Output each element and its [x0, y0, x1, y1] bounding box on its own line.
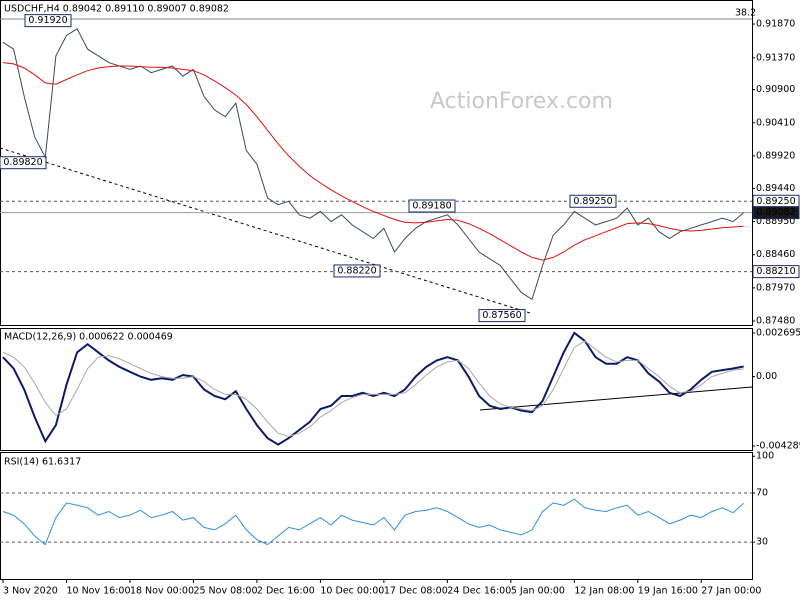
trend-line — [0, 147, 531, 314]
y-tick-label: 0.88950 — [756, 216, 795, 227]
y-tick-label: 0.90410 — [756, 117, 795, 128]
y-tick-label: 0.88460 — [756, 249, 795, 260]
series-line — [2, 498, 744, 546]
x-tick-label: 19 Jan 16:00 — [638, 586, 698, 597]
series-line — [2, 62, 744, 261]
price-annotation-box — [569, 194, 617, 208]
y-tick-label: 0.91370 — [756, 52, 795, 63]
x-tick-label: 5 Jan 00:00 — [511, 586, 565, 597]
current-price-label-box — [752, 206, 800, 220]
y-tick-label: -0.004289 — [756, 441, 800, 452]
x-tick-label: 24 Dec 16:00 — [447, 586, 511, 597]
price-annotation: 0.91920 — [28, 15, 67, 26]
rsi-title: RSI(14) 61.6317 — [4, 457, 81, 468]
rsi-panel — [0, 452, 753, 580]
price-annotation: 0.87560 — [482, 310, 521, 321]
y-tick-label: 100 — [756, 451, 774, 462]
current-price-label: 0.89082 — [756, 207, 795, 218]
macd-panel — [0, 328, 753, 451]
price-annotation: 0.88220 — [337, 265, 376, 276]
y-tick-label: 0.002695 — [756, 328, 800, 339]
y-tick-label: 30 — [756, 537, 768, 548]
x-tick-label: 2 Dec 16:00 — [257, 586, 315, 597]
watermark: ActionForex.com — [430, 89, 613, 114]
price-annotation: 0.89250 — [573, 196, 612, 207]
x-tick-label: 10 Dec 00:00 — [320, 586, 384, 597]
price-annotation-box — [408, 199, 456, 213]
level-label: 0.89250 — [756, 196, 795, 207]
series-line — [2, 28, 744, 301]
y-tick-label: 0.89920 — [756, 150, 795, 161]
price-annotation: 0.89180 — [412, 201, 451, 212]
x-tick-label: 12 Jan 08:00 — [574, 586, 634, 597]
chart-title: USDCHF,H4 0.89042 0.89110 0.89007 0.8908… — [4, 4, 229, 15]
x-tick-label: 10 Nov 16:00 — [66, 586, 130, 597]
y-tick-label: 0.91870 — [756, 19, 795, 30]
price-annotation-box — [24, 14, 72, 28]
macd-title: MACD(12,26,9) 0.000622 0.000469 — [4, 332, 173, 343]
x-tick-label: 3 Nov 2020 — [3, 586, 58, 597]
macd-trend-line — [479, 386, 753, 411]
y-tick-label: 0.90900 — [756, 84, 795, 95]
y-tick-label: 70 — [756, 488, 768, 499]
x-tick-label: 18 Nov 00:00 — [130, 586, 194, 597]
x-tick-label: 25 Nov 08:00 — [193, 586, 257, 597]
fib-label: 38.2 — [735, 8, 756, 19]
price-annotation: 0.89820 — [3, 157, 42, 168]
y-tick-label: 0.00 — [756, 371, 777, 382]
x-tick-label: 27 Jan 00:00 — [701, 586, 761, 597]
y-tick-label: 0.89440 — [756, 183, 795, 194]
x-tick-label: 17 Dec 08:00 — [384, 586, 448, 597]
series-line — [2, 340, 744, 438]
y-tick-label: 0.87970 — [756, 282, 795, 293]
price-annotation-box — [478, 309, 526, 323]
price-annotation-box — [0, 156, 47, 170]
level-label: 0.88210 — [756, 266, 795, 277]
y-tick-label: 0.87480 — [756, 316, 795, 327]
level-label-box — [752, 265, 800, 279]
price-annotation-box — [333, 264, 381, 278]
